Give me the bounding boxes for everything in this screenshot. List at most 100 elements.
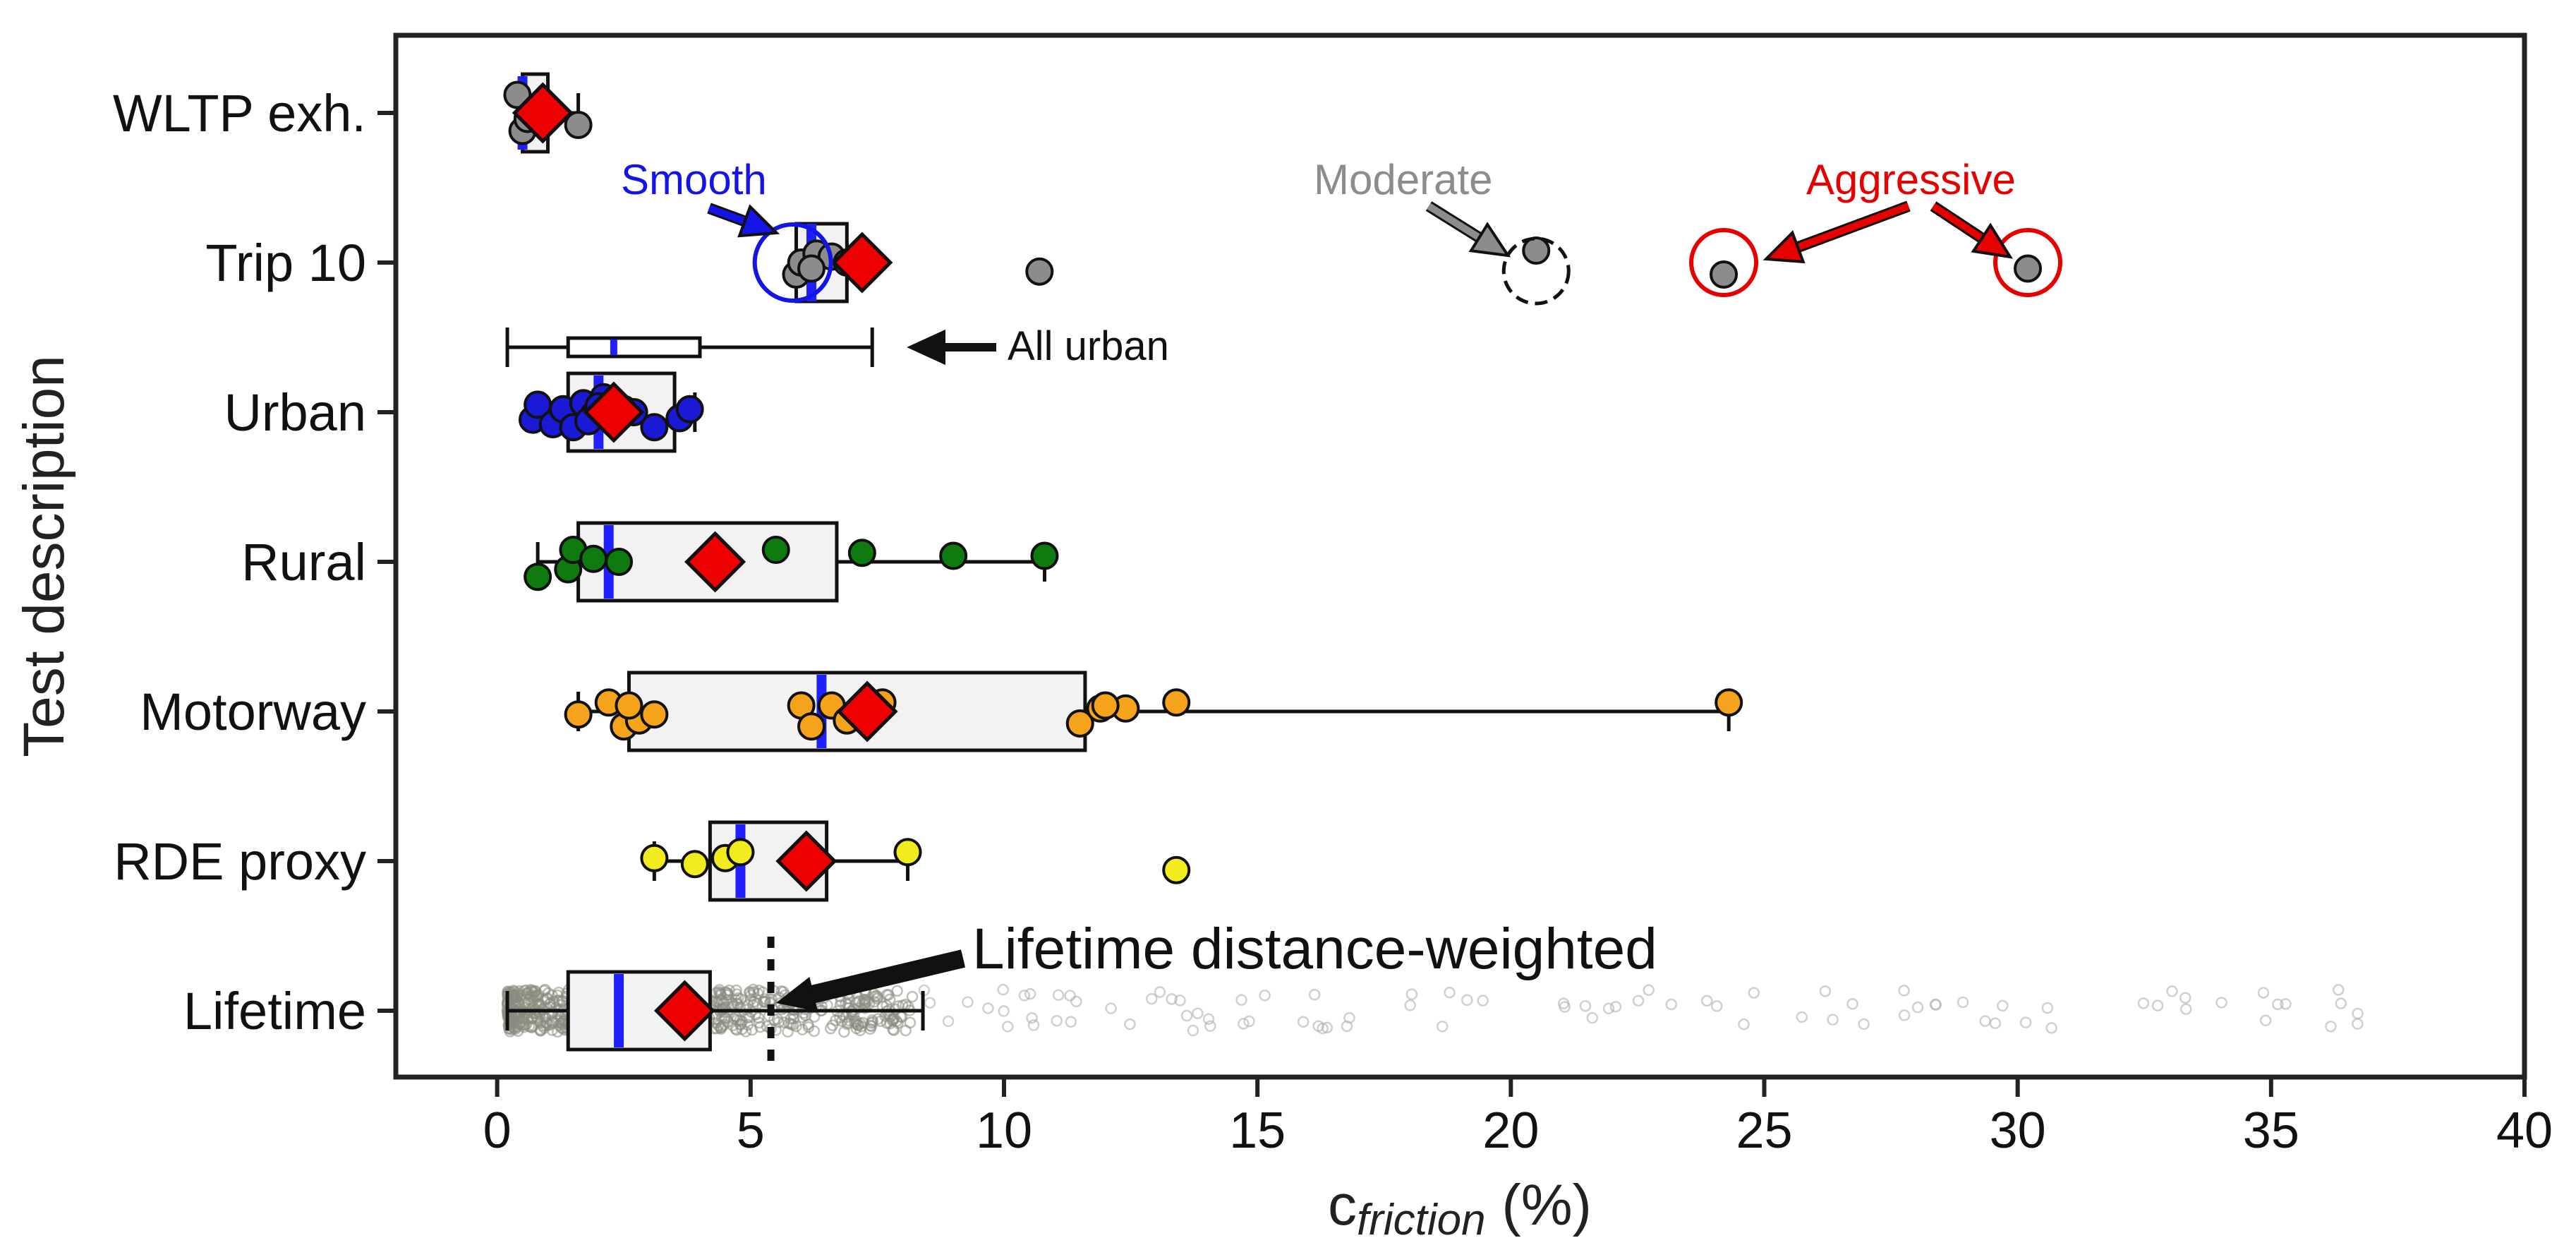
lifetime-cloud-point	[2151, 999, 2164, 1011]
motorway-mean-marker	[836, 680, 898, 743]
x-axis-label-suffix: (%)	[1486, 1173, 1592, 1237]
x-axis-label: cfriction (%)	[1328, 1173, 1592, 1244]
urban-data-point	[640, 413, 669, 442]
aggressive-arrow-left-head	[1762, 230, 1806, 264]
lifetime-cloud-point	[759, 996, 771, 1008]
trip-10-data-point	[1710, 260, 1739, 289]
lifetime-cloud-point	[802, 1021, 815, 1033]
moderate-arrow	[1425, 201, 1511, 258]
y-tick-label-wltp-exh: WLTP exh.	[113, 84, 366, 143]
lifetime-cloud-point	[2333, 984, 2345, 996]
rde-proxy-data-point	[640, 843, 669, 872]
moderate-annotation-label: Moderate	[1314, 156, 1492, 203]
lifetime-cloud-point	[1609, 1001, 1622, 1013]
lifetime-cloud-point	[1579, 999, 1592, 1012]
rural-data-point	[1030, 541, 1059, 570]
lifetime-cloud-point	[1898, 985, 1910, 997]
x-tick-label-35: 35	[2243, 1102, 2299, 1159]
all-urban-arrow-head	[907, 329, 945, 366]
lifetime-cloud-point	[1154, 986, 1166, 998]
category-rural	[524, 521, 1059, 603]
rural-data-point	[605, 548, 634, 576]
lifetime-cloud-point	[1204, 1020, 1216, 1033]
lifetime-cloud-point	[859, 994, 871, 1006]
lifetime-cloud-point	[871, 990, 883, 1002]
lifetime-cloud-point	[796, 1023, 809, 1035]
x-tick-label-0: 0	[483, 1102, 512, 1159]
lifetime-cloud-point	[1404, 999, 1416, 1011]
motorway-data-point	[1091, 691, 1120, 720]
trip-10-mean-marker	[831, 232, 893, 294]
lifetime-cloud-point	[1124, 1018, 1136, 1030]
lifetime-cloud-point	[1738, 1018, 1750, 1030]
lifetime-cloud-point	[890, 1015, 903, 1027]
lifetime-cloud-point	[2325, 1021, 2337, 1033]
aggressive-arrow-left	[1762, 200, 1911, 264]
lifetime-cloud-point	[552, 1026, 564, 1038]
x-tick-label-15: 15	[1229, 1102, 1286, 1159]
category-rde-proxy	[640, 820, 1191, 902]
x-tick-label-10: 10	[976, 1102, 1032, 1159]
lifetime-mean-marker	[653, 980, 715, 1042]
lifetime-cloud-point	[1989, 1017, 2002, 1030]
rural-data-point	[761, 536, 790, 565]
lifetime-cloud-point	[736, 1015, 749, 1028]
lifetime-cloud-point	[515, 992, 528, 1004]
lifetime-cloud-point	[2215, 997, 2227, 1009]
category-lifetime	[501, 970, 2364, 1052]
lifetime-cloud-point	[962, 996, 974, 1008]
wltp-exh-mean-marker	[512, 82, 574, 144]
lifetime-cloud-point	[744, 994, 757, 1006]
urban-data-point	[675, 395, 704, 423]
lifetime-cloud-point	[2335, 997, 2347, 1009]
lifetime-cloud-point	[1202, 1013, 1215, 1026]
lifetime-cloud-point	[1665, 998, 1678, 1011]
lifetime-cloud-point	[2137, 997, 2150, 1009]
lifetime-cloud-point	[824, 1022, 837, 1035]
motorway-box	[627, 671, 1087, 752]
lifetime-cloud-point	[2257, 987, 2270, 999]
lifetime-cloud-point	[2180, 1003, 2192, 1015]
x-axis-label-subscript: friction	[1357, 1196, 1486, 1244]
trip-10-data-point	[2014, 254, 2043, 283]
y-tick-label-motorway: Motorway	[140, 683, 366, 741]
lifetime-cloud-point	[906, 990, 919, 1003]
lifetime-cloud-point	[2019, 1016, 2032, 1028]
rde-proxy-data-point	[893, 838, 922, 867]
lifetime-cloud-point	[1858, 1018, 1870, 1030]
lifetime-cloud-point	[517, 1013, 530, 1026]
lifetime-cloud-point	[871, 991, 884, 1003]
lifetime-cloud-point	[546, 1024, 558, 1036]
all-urban-label: All urban	[1008, 323, 1169, 369]
lifetime-cloud-point	[1405, 988, 1418, 1000]
lifetime-cloud-point	[785, 1013, 797, 1025]
lifetime-cloud-point	[1437, 1020, 1449, 1033]
aggressive-arrow-left-shaft	[1796, 203, 1910, 251]
lifetime-cloud-point	[1180, 1009, 1193, 1022]
moderate-arrow-shaft	[1427, 203, 1482, 241]
aggressive-arrow-right-head	[1971, 222, 2014, 259]
motorway-data-point	[615, 691, 643, 720]
x-tick-label-40: 40	[2496, 1102, 2553, 1159]
lifetime-cloud-point	[715, 1021, 727, 1034]
category-motorway	[564, 671, 1743, 752]
lifetime-cloud-point	[1024, 987, 1036, 1000]
lifetime-cloud-point	[982, 1002, 994, 1014]
y-tick-label-rde-proxy: RDE proxy	[114, 832, 366, 891]
lifetime-cloud-point	[754, 1021, 766, 1033]
rde-proxy-data-point	[680, 850, 709, 879]
rural-data-point	[939, 541, 968, 570]
lifetime-cloud-point	[998, 1005, 1010, 1017]
lifetime-cloud-point	[775, 985, 787, 997]
lifetime-cloud-point	[1477, 994, 1489, 1006]
lifetime-cloud-point	[518, 985, 531, 997]
lifetime-cloud-point	[1052, 989, 1065, 1002]
lifetime-cloud-point	[1341, 1020, 1353, 1033]
lifetime-cloud-point	[1911, 1001, 1924, 1014]
plot-layer	[501, 72, 2364, 1052]
motorway-data-point	[564, 700, 593, 729]
moderate-highlight-circle	[1501, 236, 1571, 306]
lifetime-cloud-point	[1898, 1009, 1911, 1021]
lifetime-cloud-point	[1166, 993, 1178, 1005]
lifetime-cloud-point	[1297, 1016, 1310, 1028]
